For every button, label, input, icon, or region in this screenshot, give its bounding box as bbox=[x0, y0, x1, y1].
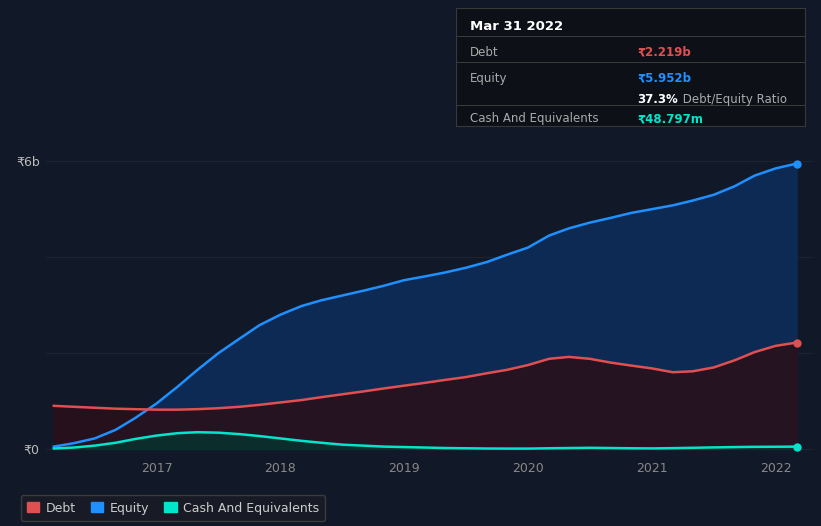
Text: ₹2.219b: ₹2.219b bbox=[637, 46, 690, 59]
Text: Debt: Debt bbox=[470, 46, 498, 59]
Text: ₹48.797m: ₹48.797m bbox=[637, 112, 703, 125]
Text: 37.3%: 37.3% bbox=[637, 93, 678, 106]
Text: ₹5.952b: ₹5.952b bbox=[637, 72, 691, 85]
Legend: Debt, Equity, Cash And Equivalents: Debt, Equity, Cash And Equivalents bbox=[21, 495, 325, 521]
Text: Equity: Equity bbox=[470, 72, 507, 85]
Text: Mar 31 2022: Mar 31 2022 bbox=[470, 19, 562, 33]
Text: Cash And Equivalents: Cash And Equivalents bbox=[470, 112, 599, 125]
Text: Debt/Equity Ratio: Debt/Equity Ratio bbox=[679, 93, 787, 106]
